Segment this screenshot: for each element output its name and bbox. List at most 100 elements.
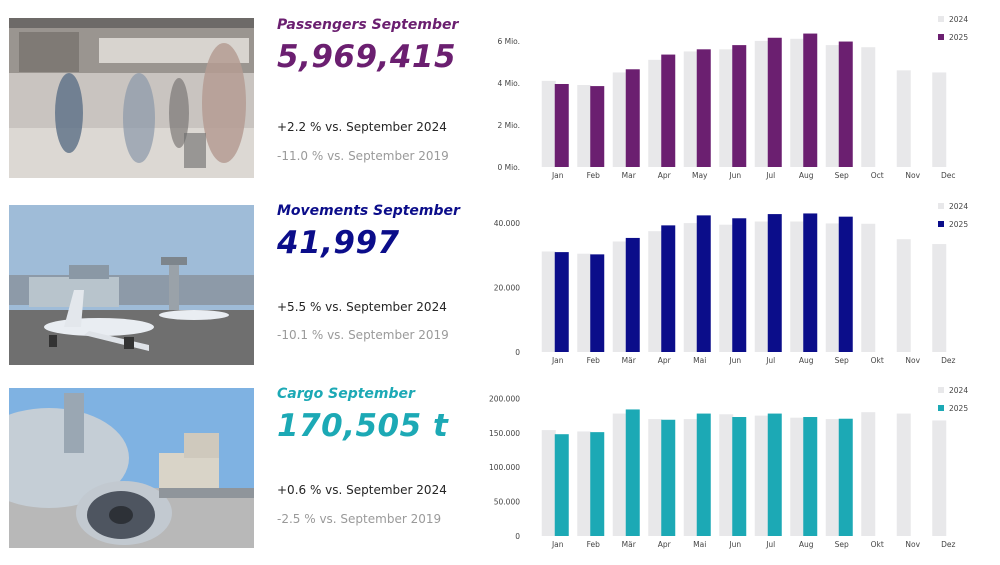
bar-2024 bbox=[825, 419, 840, 536]
passengers-yoy: +2.2 % vs. September 2024 bbox=[277, 120, 447, 134]
movements-yoy: +5.5 % vs. September 2024 bbox=[277, 300, 447, 314]
x-tick-label: Feb bbox=[587, 540, 601, 549]
cargo-value: 170,505 t bbox=[277, 408, 449, 444]
y-tick-label: 0 bbox=[515, 348, 520, 357]
bar-2024 bbox=[754, 40, 769, 168]
bar-2025 bbox=[590, 86, 605, 167]
bar-2024 bbox=[932, 244, 947, 352]
x-tick-label: Mär bbox=[622, 356, 637, 365]
bar-2025 bbox=[661, 225, 676, 352]
cargo-section: Cargo September 170,505 t +0.6 % vs. Sep… bbox=[0, 378, 1000, 558]
movements-kpi: Movements September 41,997 +5.5 % vs. Se… bbox=[277, 203, 487, 342]
bar-2024 bbox=[648, 231, 663, 352]
y-tick-label: 200.000 bbox=[489, 394, 520, 403]
passengers-vs-2019: -11.0 % vs. September 2019 bbox=[277, 149, 449, 163]
y-tick-label: 20.000 bbox=[494, 284, 520, 293]
bar-2025 bbox=[625, 69, 640, 167]
legend-label-2025: 2025 bbox=[949, 220, 968, 229]
movements-section: Movements September 41,997 +5.5 % vs. Se… bbox=[0, 190, 1000, 370]
x-tick-label: Dez bbox=[941, 540, 955, 549]
bar-2024 bbox=[861, 223, 876, 352]
bar-2025 bbox=[554, 83, 569, 167]
bar-2024 bbox=[577, 85, 592, 167]
bar-2024 bbox=[683, 419, 698, 536]
x-tick-label: Nov bbox=[905, 171, 920, 180]
cargo-kpi: Cargo September 170,505 t +0.6 % vs. Sep… bbox=[277, 386, 487, 526]
x-tick-label: Mar bbox=[622, 171, 637, 180]
bar-2024 bbox=[541, 430, 556, 536]
bar-2024 bbox=[683, 223, 698, 352]
cargo-title: Cargo September bbox=[277, 386, 415, 402]
passengers-photo bbox=[9, 18, 254, 178]
x-tick-label: Aug bbox=[799, 171, 814, 180]
bar-2025 bbox=[767, 214, 782, 352]
x-tick-label: Nov bbox=[905, 356, 920, 365]
y-tick-label: 0 bbox=[515, 532, 520, 541]
cargo-photo bbox=[9, 388, 254, 548]
x-tick-label: Jun bbox=[728, 356, 741, 365]
x-tick-label: Aug bbox=[799, 356, 814, 365]
x-tick-label: Sep bbox=[835, 356, 849, 365]
y-tick-label: 0 Mio. bbox=[497, 163, 520, 172]
bar-2025 bbox=[732, 218, 747, 352]
legend-swatch-2025 bbox=[938, 405, 944, 411]
bar-2025 bbox=[696, 49, 711, 167]
legend-label-2025: 2025 bbox=[949, 404, 968, 413]
bar-2024 bbox=[932, 420, 947, 536]
bar-2024 bbox=[612, 72, 627, 167]
bar-2024 bbox=[790, 221, 805, 352]
bar-2025 bbox=[625, 237, 640, 352]
bar-2025 bbox=[661, 419, 676, 536]
bar-2024 bbox=[648, 419, 663, 536]
x-tick-label: Feb bbox=[587, 356, 601, 365]
bar-2025 bbox=[767, 37, 782, 168]
bar-2024 bbox=[754, 415, 769, 536]
movements-value: 41,997 bbox=[277, 225, 400, 261]
legend-swatch-2024 bbox=[938, 16, 944, 22]
x-tick-label: Aug bbox=[799, 540, 814, 549]
bar-2024 bbox=[541, 251, 556, 352]
bar-2025 bbox=[554, 252, 569, 352]
bar-2024 bbox=[577, 431, 592, 536]
x-tick-label: Jan bbox=[551, 171, 564, 180]
bar-2024 bbox=[683, 51, 698, 167]
bar-2025 bbox=[803, 213, 818, 352]
x-tick-label: May bbox=[692, 171, 708, 180]
bar-2024 bbox=[612, 241, 627, 352]
x-tick-label: Dec bbox=[941, 171, 956, 180]
bar-2024 bbox=[896, 239, 911, 352]
x-tick-label: Okt bbox=[871, 356, 884, 365]
x-tick-label: Jun bbox=[728, 171, 741, 180]
cargo-vs-2019: -2.5 % vs. September 2019 bbox=[277, 512, 442, 526]
movements-vs-2019: -10.1 % vs. September 2019 bbox=[277, 328, 449, 342]
bar-2025 bbox=[803, 33, 818, 167]
passengers-value: 5,969,415 bbox=[277, 39, 457, 75]
movements-photo bbox=[9, 205, 254, 365]
y-tick-label: 50.000 bbox=[494, 498, 520, 507]
legend-swatch-2024 bbox=[938, 387, 944, 393]
bar-2025 bbox=[590, 432, 605, 536]
bar-2025 bbox=[554, 434, 569, 536]
x-tick-label: Oct bbox=[871, 171, 884, 180]
bar-2024 bbox=[719, 224, 734, 352]
bar-2024 bbox=[719, 49, 734, 167]
bar-2024 bbox=[577, 253, 592, 352]
x-tick-label: Apr bbox=[658, 356, 672, 365]
x-tick-label: Sep bbox=[835, 540, 849, 549]
bar-2025 bbox=[732, 417, 747, 536]
bar-2025 bbox=[625, 409, 640, 536]
x-tick-label: Apr bbox=[658, 540, 672, 549]
x-tick-label: Mai bbox=[693, 356, 706, 365]
x-tick-label: Jul bbox=[765, 171, 775, 180]
x-tick-label: Dez bbox=[941, 356, 955, 365]
movements-chart: 0 20.000 40.000 Jan Feb Mär Apr Mai Jun Jul Aug Sep… bbox=[480, 195, 1000, 365]
bar-2025 bbox=[838, 418, 853, 536]
movements-title: Movements September bbox=[277, 203, 460, 219]
x-tick-label: Nov bbox=[905, 540, 920, 549]
x-tick-label: Jul bbox=[765, 356, 775, 365]
passengers-title: Passengers September bbox=[277, 17, 459, 33]
bar-2024 bbox=[825, 45, 840, 168]
bar-2025 bbox=[838, 216, 853, 352]
legend-label-2024: 2024 bbox=[949, 15, 968, 24]
x-tick-label: Mai bbox=[693, 540, 706, 549]
